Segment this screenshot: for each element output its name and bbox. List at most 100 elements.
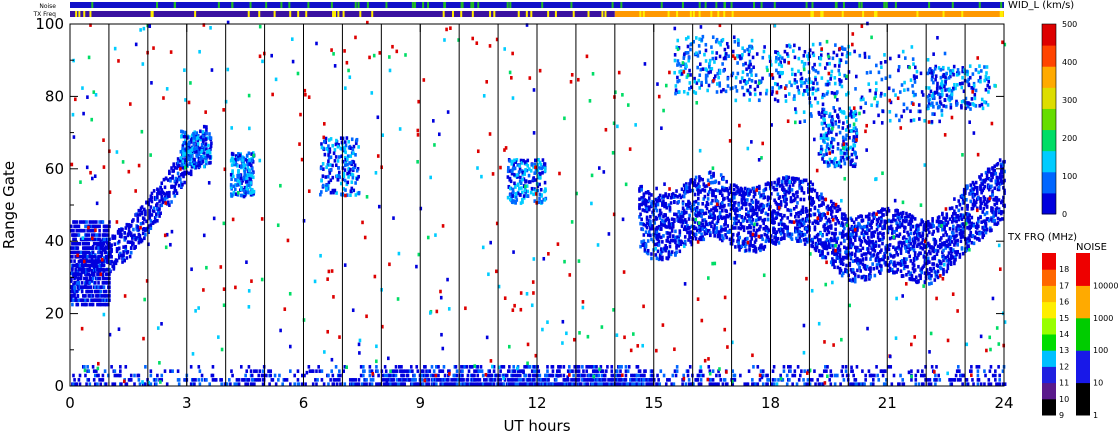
echo-cell (80, 261, 84, 266)
echo-cell (335, 174, 339, 178)
echo-cell (899, 247, 903, 251)
echo-cell (795, 205, 798, 209)
echo-cell (920, 270, 924, 275)
echo-cell (103, 298, 107, 303)
echo-cell (80, 263, 84, 268)
echo-cell (854, 87, 857, 91)
echo-cell (174, 182, 178, 186)
echo-cell (340, 192, 343, 197)
echo-cell (975, 189, 979, 193)
echo-cell (886, 230, 890, 235)
echo-cell (975, 231, 979, 236)
status-bar-fleck (442, 11, 445, 17)
echo-cell (669, 238, 673, 243)
echo-cell (849, 254, 853, 259)
echo-cell (887, 269, 891, 273)
echo-cell (831, 257, 834, 261)
echo-cell (716, 234, 720, 239)
echo-cell (138, 209, 142, 213)
echo-cell (240, 187, 243, 192)
echo-cell (842, 47, 845, 51)
echo-cell (107, 233, 110, 237)
echo-cell (698, 184, 701, 189)
echo-cell (654, 206, 658, 210)
echo-cell (540, 200, 544, 204)
echo-cell (748, 44, 751, 49)
echo-cell (644, 230, 648, 234)
echo-cell (81, 241, 85, 246)
echo-cell (707, 229, 711, 233)
echo-cell (513, 166, 517, 171)
echo-cell (962, 215, 966, 219)
echo-cell (903, 88, 906, 92)
echo-cell (173, 179, 177, 184)
echo-cell (843, 245, 846, 250)
echo-cell (180, 129, 183, 134)
echo-cell (783, 213, 786, 218)
echo-cell (736, 71, 740, 76)
echo-cell (775, 230, 779, 234)
echo-cell (853, 273, 857, 277)
echo-cell (877, 70, 881, 75)
echo-cell (780, 236, 784, 240)
echo-cell (894, 213, 897, 217)
echo-cell (234, 157, 237, 162)
echo-cell (838, 72, 841, 77)
echo-cell (848, 106, 851, 111)
echo-cell (861, 218, 865, 223)
echo-cell (85, 276, 88, 281)
echo-cell (917, 227, 920, 232)
echo-cell (860, 231, 864, 236)
echo-cell (104, 233, 108, 237)
echo-cells (70, 20, 1007, 386)
echo-cell (683, 242, 687, 246)
echo-cell (911, 215, 915, 220)
echo-cell (832, 106, 836, 110)
echo-cell (86, 254, 89, 259)
echo-cell (90, 272, 94, 276)
echo-cell (945, 239, 949, 243)
echo-cell (168, 190, 171, 195)
echo-cell (836, 247, 840, 251)
status-bar-fleck (692, 11, 695, 17)
echo-cell (776, 70, 780, 75)
echo-cell (801, 205, 805, 210)
echo-cell (775, 187, 779, 192)
echo-cell (689, 42, 693, 47)
status-bar-fleck (611, 2, 614, 8)
echo-cell (72, 282, 75, 287)
echo-cell (948, 217, 952, 221)
echo-cell (743, 198, 747, 203)
echo-cell (938, 238, 942, 242)
echo-cell (968, 218, 971, 223)
echo-cell (942, 267, 945, 272)
echo-cell (864, 214, 868, 219)
echo-cell (867, 82, 871, 86)
echo-cell (668, 231, 672, 236)
echo-cell (129, 223, 133, 228)
echo-cell (848, 278, 852, 282)
status-bar-segment (70, 11, 615, 17)
echo-cell (708, 58, 712, 63)
echo-cell (697, 188, 700, 193)
echo-cell (812, 53, 816, 58)
status-bar-fleck (860, 2, 863, 8)
echo-cell (749, 243, 752, 247)
echo-cell (329, 168, 333, 172)
status-bar-fleck (821, 11, 824, 17)
echo-cell (825, 92, 829, 96)
echo-cell (883, 53, 886, 57)
echo-cell (321, 161, 325, 166)
echo-cell (662, 199, 665, 203)
echo-cell (734, 226, 737, 230)
echo-cell (836, 218, 840, 223)
echo-cell (857, 249, 860, 253)
echo-cell (731, 238, 735, 243)
echo-cell (676, 215, 679, 219)
echo-cell (945, 215, 949, 220)
echo-cell (73, 294, 76, 298)
echo-cell (329, 155, 333, 160)
echo-cell (807, 57, 810, 61)
echo-cell (236, 178, 239, 183)
echo-cell (783, 49, 787, 54)
